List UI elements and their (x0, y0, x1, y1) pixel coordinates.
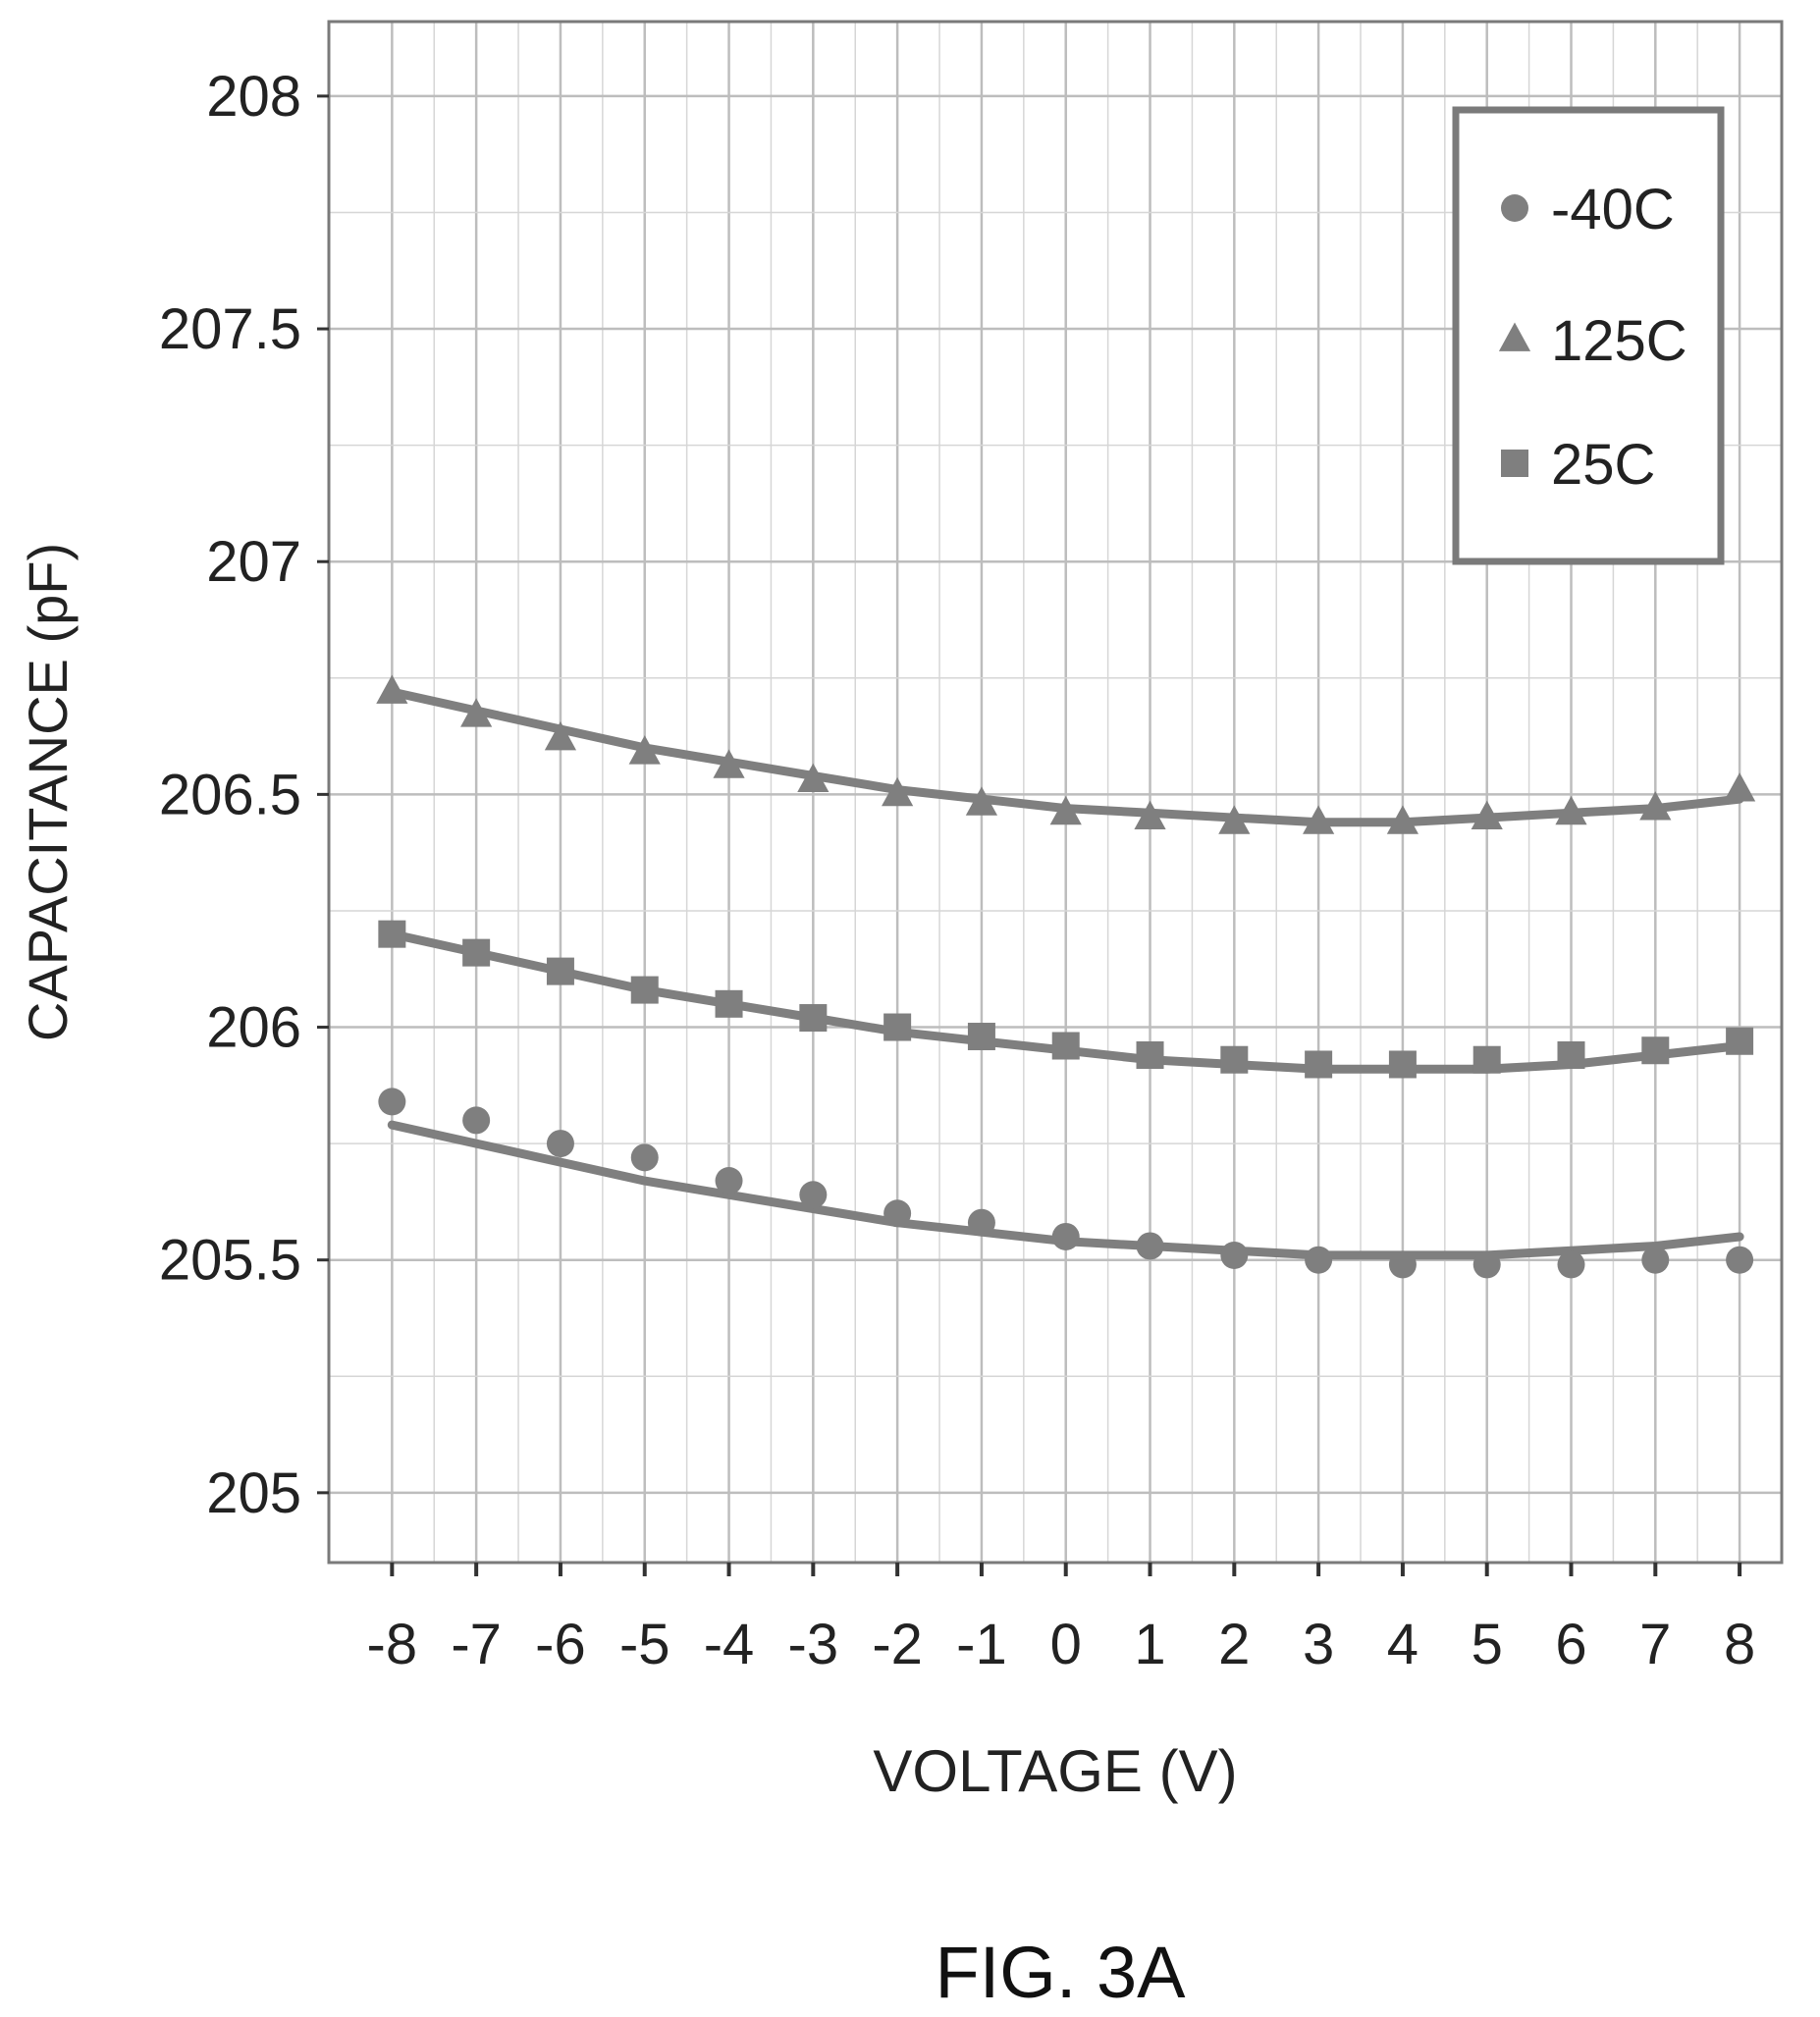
y-tick-label: 207.5 (159, 297, 301, 361)
x-tick-label: 0 (1050, 1613, 1082, 1676)
x-tick-label: 2 (1218, 1613, 1250, 1676)
x-tick-label: -2 (872, 1613, 923, 1676)
y-tick-label: 206 (206, 996, 301, 1060)
data-point-25C (378, 920, 406, 948)
data-point-25C (715, 989, 743, 1018)
data-point-125C (628, 735, 661, 765)
data-point--40C (1220, 1241, 1249, 1269)
data-point--40C (1557, 1250, 1585, 1279)
data-point-25C (1220, 1045, 1249, 1074)
data-point-125C (1386, 805, 1419, 834)
data-point-25C (883, 1013, 912, 1041)
x-tick-label: 1 (1134, 1613, 1165, 1676)
x-axis: -8 -7 -6 -5 -4 -3 -2 -1 0 1 2 3 4 5 6 7 8 (367, 1563, 1755, 1676)
x-axis-title: VOLTAGE (V) (873, 1738, 1237, 1804)
y-tick-label: 205.5 (159, 1229, 301, 1293)
data-point-125C (1555, 795, 1587, 825)
data-point-25C (1051, 1032, 1080, 1060)
data-point-125C (965, 786, 998, 816)
x-tick-label: -8 (367, 1613, 418, 1676)
data-point-25C (1136, 1040, 1164, 1069)
data-point--40C (1051, 1222, 1080, 1250)
x-tick-label: 3 (1303, 1613, 1334, 1676)
data-point-125C (460, 698, 493, 727)
data-point--40C (630, 1143, 659, 1172)
data-point--40C (1726, 1246, 1754, 1274)
data-point--40C (883, 1199, 912, 1228)
data-point-125C (376, 674, 408, 704)
legend-marker--40C (1501, 194, 1528, 222)
y-tick-label: 206.5 (159, 763, 301, 826)
data-point--40C (462, 1106, 491, 1135)
y-axis-title: CAPACITANCE (pF) (17, 543, 79, 1041)
data-point-125C (1639, 791, 1672, 821)
data-point-25C (799, 1004, 828, 1033)
x-tick-label: -4 (704, 1613, 755, 1676)
x-tick-label: 4 (1387, 1613, 1419, 1676)
data-point--40C (1305, 1246, 1333, 1274)
y-axis: 205 205.5 206 206.5 207 207.5 208 (159, 65, 329, 1525)
data-point-25C (462, 938, 491, 967)
legend-marker-125C (1498, 322, 1531, 351)
x-tick-label: -6 (535, 1613, 586, 1676)
data-point-25C (1472, 1045, 1501, 1074)
plot-frame (327, 20, 1784, 1565)
y-tick-label: 208 (206, 65, 301, 129)
data-point--40C (799, 1181, 828, 1209)
legend-marker-25C (1501, 450, 1528, 477)
data-point--40C (967, 1208, 995, 1237)
data-point--40C (378, 1088, 406, 1116)
legend-label: -40C (1551, 178, 1675, 241)
x-tick-label: -1 (956, 1613, 1007, 1676)
data-point-125C (1303, 805, 1335, 834)
data-point--40C (1472, 1250, 1501, 1279)
data-point-125C (882, 776, 914, 807)
x-tick-label: -3 (788, 1613, 839, 1676)
data-point-125C (1218, 805, 1251, 834)
x-tick-label: 8 (1724, 1613, 1755, 1676)
legend-label: 125C (1551, 309, 1687, 373)
x-tick-label: 6 (1555, 1613, 1586, 1676)
data-point-25C (546, 957, 574, 985)
x-tick-label: -5 (619, 1613, 670, 1676)
data-point-25C (1557, 1040, 1585, 1069)
figure-caption: FIG. 3A (936, 1932, 1187, 2013)
data-point-125C (1471, 800, 1503, 829)
data-point-125C (1724, 772, 1756, 802)
data-point-125C (1134, 800, 1166, 829)
data-point--40C (1641, 1246, 1670, 1274)
data-point-25C (1726, 1027, 1754, 1055)
data-point-25C (630, 976, 659, 1004)
data-points (376, 674, 1756, 1279)
data-point-125C (797, 763, 830, 793)
y-tick-label: 205 (206, 1461, 301, 1525)
data-point-125C (713, 749, 745, 778)
legend-box (1452, 106, 1725, 565)
x-tick-label: 7 (1639, 1613, 1671, 1676)
data-point-25C (1305, 1050, 1333, 1079)
y-tick-label: 207 (206, 530, 301, 594)
data-point-25C (967, 1023, 995, 1051)
legend-label: 25C (1551, 433, 1655, 497)
data-point--40C (715, 1167, 743, 1195)
data-point--40C (1136, 1232, 1164, 1260)
data-point-25C (1388, 1050, 1417, 1079)
legend: -40C 125C 25C (1452, 106, 1725, 565)
data-point--40C (1388, 1250, 1417, 1279)
data-point-125C (544, 720, 577, 751)
data-point--40C (546, 1130, 574, 1158)
data-point-25C (1641, 1036, 1670, 1065)
data-point-125C (1049, 795, 1082, 825)
x-tick-label: -7 (451, 1613, 502, 1676)
x-tick-label: 5 (1472, 1613, 1503, 1676)
